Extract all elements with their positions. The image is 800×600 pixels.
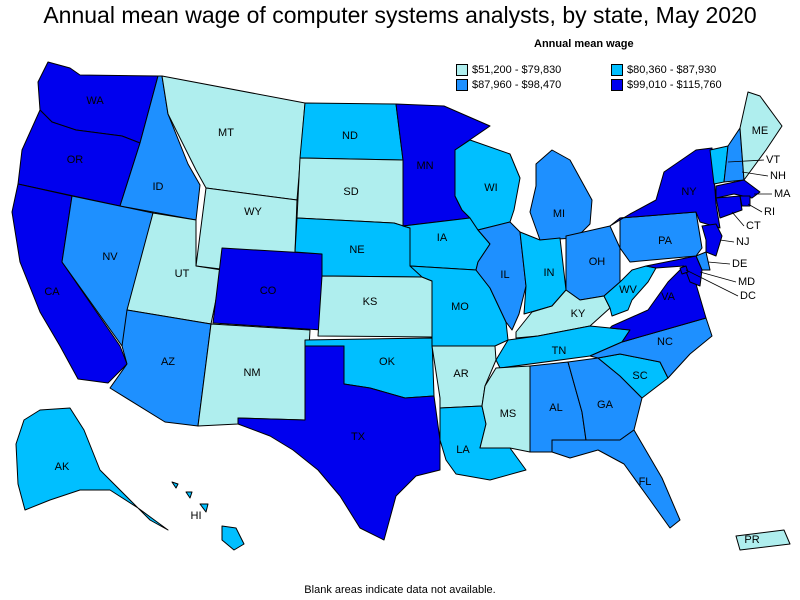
state-nj	[701, 223, 723, 257]
footnote: Blank areas indicate data not available.	[304, 584, 496, 596]
state-label-oh: OH	[589, 256, 606, 268]
state-label-wi: WI	[484, 182, 497, 194]
state-label-il: IL	[500, 269, 509, 281]
state-label-nv: NV	[102, 251, 118, 263]
state-va	[609, 265, 707, 343]
legend-swatch	[456, 79, 468, 91]
legend-swatch	[456, 64, 468, 76]
legend-range-label: $80,360 - $87,930	[627, 64, 717, 76]
labels-layer: WA OR CA ID NV MT WY UT AZ CO NM ND SD NE KS OK TX MN IA MO…	[44, 95, 791, 546]
legend-item-bin-3: $99,010 - $115,760	[611, 79, 781, 91]
state-label-ky: KY	[571, 308, 586, 320]
state-label-pa: PA	[658, 235, 673, 247]
state-label-ak: AK	[55, 461, 70, 473]
state-label-nj: NJ	[736, 236, 749, 248]
state-label-me: ME	[752, 125, 769, 137]
leader-line-nh	[741, 171, 769, 177]
state-mi	[529, 149, 593, 241]
state-label-nm: NM	[243, 367, 260, 379]
state-label-pr: PR	[744, 534, 759, 546]
state-label-nd: ND	[342, 130, 358, 142]
legend-range-label: $99,010 - $115,760	[627, 79, 722, 91]
legend-swatch	[611, 79, 623, 91]
state-md	[645, 255, 703, 287]
states-layer	[11, 61, 791, 551]
state-label-va: VA	[661, 291, 676, 303]
state-label-hi: HI	[191, 510, 202, 522]
state-label-ms: MS	[500, 408, 517, 420]
state-ct	[715, 195, 743, 219]
state-label-al: AL	[549, 402, 562, 414]
state-label-fl: FL	[639, 476, 652, 488]
state-label-or: OR	[67, 154, 84, 166]
state-pr	[735, 529, 791, 551]
legend-range-label: $51,200 - $79,830	[472, 64, 562, 76]
state-az	[109, 309, 212, 427]
legend-item-bin-1: $80,360 - $87,930	[611, 64, 781, 76]
legend-grid: $51,200 - $79,830 $80,360 - $87,930 $87,…	[456, 64, 786, 91]
state-label-ut: UT	[175, 268, 190, 280]
state-label-tx: TX	[351, 431, 366, 443]
state-label-de: DE	[732, 258, 747, 270]
state-label-mn: MN	[416, 160, 433, 172]
state-label-md: MD	[738, 276, 755, 288]
state-label-ri: RI	[764, 206, 775, 218]
state-label-ct: CT	[746, 220, 761, 232]
state-label-nc: NC	[657, 336, 673, 348]
state-label-ne: NE	[349, 244, 364, 256]
leader-line-de	[707, 261, 731, 265]
state-tx	[237, 345, 441, 541]
state-label-ma: MA	[774, 188, 791, 200]
state-label-ks: KS	[363, 296, 378, 308]
state-label-wa: WA	[86, 95, 104, 107]
legend-item-bin-0: $51,200 - $79,830	[456, 64, 611, 76]
state-label-wv: WV	[619, 284, 637, 296]
state-wv	[603, 265, 657, 317]
legend: Annual mean wage $51,200 - $79,830 $80,3…	[456, 38, 786, 91]
state-label-in: IN	[544, 267, 555, 279]
state-label-mo: MO	[451, 301, 469, 313]
state-label-sc: SC	[632, 370, 647, 382]
state-label-ok: OK	[379, 356, 396, 368]
state-ms	[479, 365, 531, 453]
state-label-sd: SD	[343, 186, 358, 198]
leader-line-ri	[747, 203, 763, 213]
state-label-ia: IA	[437, 232, 448, 244]
state-label-nh: NH	[770, 170, 786, 182]
state-fl	[551, 429, 681, 529]
legend-item-bin-2: $87,960 - $98,470	[456, 79, 611, 91]
state-label-az: AZ	[161, 356, 175, 368]
state-hi	[171, 481, 245, 551]
state-label-tn: TN	[552, 345, 567, 357]
state-label-co: CO	[260, 285, 277, 297]
state-label-mt: MT	[218, 127, 234, 139]
leader-line-ct	[731, 211, 745, 227]
legend-swatch	[611, 64, 623, 76]
state-label-vt: VT	[766, 154, 780, 166]
legend-title: Annual mean wage	[534, 38, 634, 50]
legend-range-label: $87,960 - $98,470	[472, 79, 562, 91]
leader-line-dc	[685, 269, 739, 297]
state-il	[475, 221, 527, 331]
state-label-ca: CA	[44, 286, 60, 298]
state-label-ar: AR	[453, 368, 468, 380]
state-label-ga: GA	[597, 399, 614, 411]
state-label-la: LA	[456, 444, 470, 456]
leader-line-md	[699, 271, 737, 283]
state-label-ny: NY	[681, 186, 697, 198]
state-ak	[15, 407, 169, 531]
page-title: Annual mean wage of computer systems ana…	[43, 2, 757, 28]
state-label-dc: DC	[740, 290, 756, 302]
leader-line-vt	[727, 159, 765, 163]
state-label-mi: MI	[553, 208, 565, 220]
state-dc	[679, 265, 689, 275]
state-label-wy: WY	[244, 206, 262, 218]
leader-line-nj	[719, 239, 735, 243]
state-label-id: ID	[153, 181, 164, 193]
